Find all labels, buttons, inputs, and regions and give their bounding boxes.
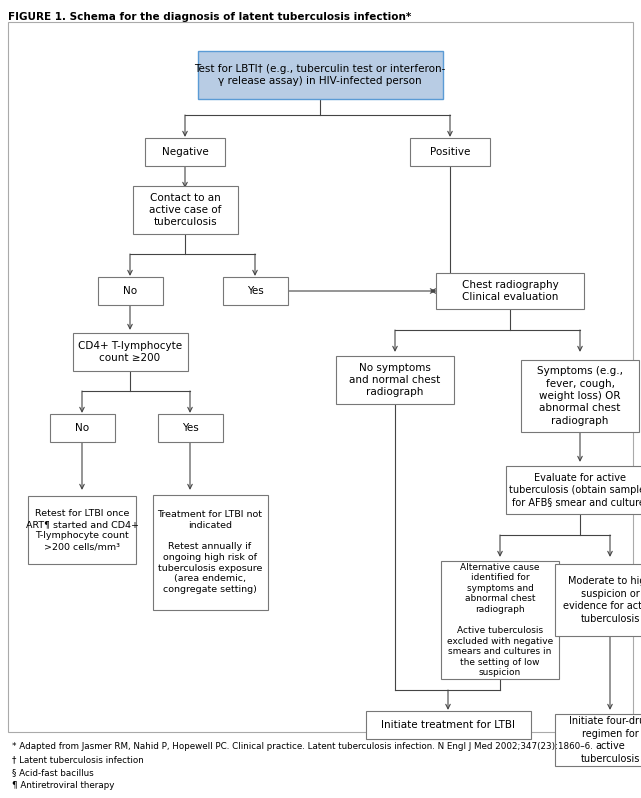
Text: Chest radiography
Clinical evaluation: Chest radiography Clinical evaluation — [462, 280, 558, 302]
Bar — [410, 138, 490, 166]
Text: Contact to an
active case of
tuberculosis: Contact to an active case of tuberculosi… — [149, 192, 221, 227]
Bar — [436, 273, 584, 309]
Text: Moderate to high
suspicion or
evidence for active
tuberculosis: Moderate to high suspicion or evidence f… — [563, 576, 641, 623]
Text: Evaluate for active
tuberculosis (obtain samples
for AFB§ smear and culture): Evaluate for active tuberculosis (obtain… — [510, 472, 641, 508]
Text: ¶ Antiretroviral therapy: ¶ Antiretroviral therapy — [12, 781, 114, 790]
Text: Positive: Positive — [430, 147, 470, 157]
Bar — [153, 495, 267, 610]
Bar — [158, 414, 222, 442]
Text: Treatment for LTBI not
indicated

Retest annually if
ongoing high risk of
tuberc: Treatment for LTBI not indicated Retest … — [158, 510, 263, 595]
Bar — [97, 277, 163, 305]
Text: Symptoms (e.g.,
fever, cough,
weight loss) OR
abnormal chest
radiograph: Symptoms (e.g., fever, cough, weight los… — [537, 366, 623, 426]
Bar — [521, 360, 639, 432]
Bar — [145, 138, 225, 166]
Bar — [133, 186, 238, 234]
Bar — [49, 414, 115, 442]
Bar — [441, 561, 559, 679]
Text: No symptoms
and normal chest
radiograph: No symptoms and normal chest radiograph — [349, 362, 440, 397]
Text: § Acid-fast bacillus: § Acid-fast bacillus — [12, 768, 94, 777]
Text: * Adapted from Jasmer RM, Nahid P, Hopewell PC. Clinical practice. Latent tuberc: * Adapted from Jasmer RM, Nahid P, Hopew… — [12, 742, 593, 751]
Bar — [336, 356, 454, 404]
Bar — [365, 711, 531, 739]
Text: † Latent tuberculosis infection: † Latent tuberculosis infection — [12, 755, 144, 764]
Bar — [197, 51, 442, 99]
Bar — [506, 466, 641, 514]
Text: Yes: Yes — [247, 286, 263, 296]
Text: Test for LBTI† (e.g., tuberculin test or interferon-
γ release assay) in HIV-inf: Test for LBTI† (e.g., tuberculin test or… — [194, 64, 445, 86]
Text: Initiate treatment for LTBI: Initiate treatment for LTBI — [381, 720, 515, 730]
Bar — [8, 22, 633, 732]
Text: Alternative cause
identified for
symptoms and
abnormal chest
radiograph

Active : Alternative cause identified for symptom… — [447, 563, 553, 678]
Text: CD4+ T-lymphocyte
count ≥200: CD4+ T-lymphocyte count ≥200 — [78, 341, 182, 363]
Text: Retest for LTBI once
ART¶ started and CD4+
T-lymphocyte count
>200 cells/mm³: Retest for LTBI once ART¶ started and CD… — [26, 509, 138, 551]
Bar — [555, 564, 641, 636]
Text: No: No — [123, 286, 137, 296]
Text: Yes: Yes — [181, 423, 198, 433]
Bar — [28, 496, 136, 564]
Text: FIGURE 1. Schema for the diagnosis of latent tuberculosis infection*: FIGURE 1. Schema for the diagnosis of la… — [8, 12, 412, 22]
Text: Negative: Negative — [162, 147, 208, 157]
Bar — [72, 333, 188, 371]
Text: Initiate four-drug
regimen for
active
tuberculosis: Initiate four-drug regimen for active tu… — [569, 717, 641, 764]
Bar — [555, 714, 641, 766]
Text: No: No — [75, 423, 89, 433]
Bar — [222, 277, 288, 305]
